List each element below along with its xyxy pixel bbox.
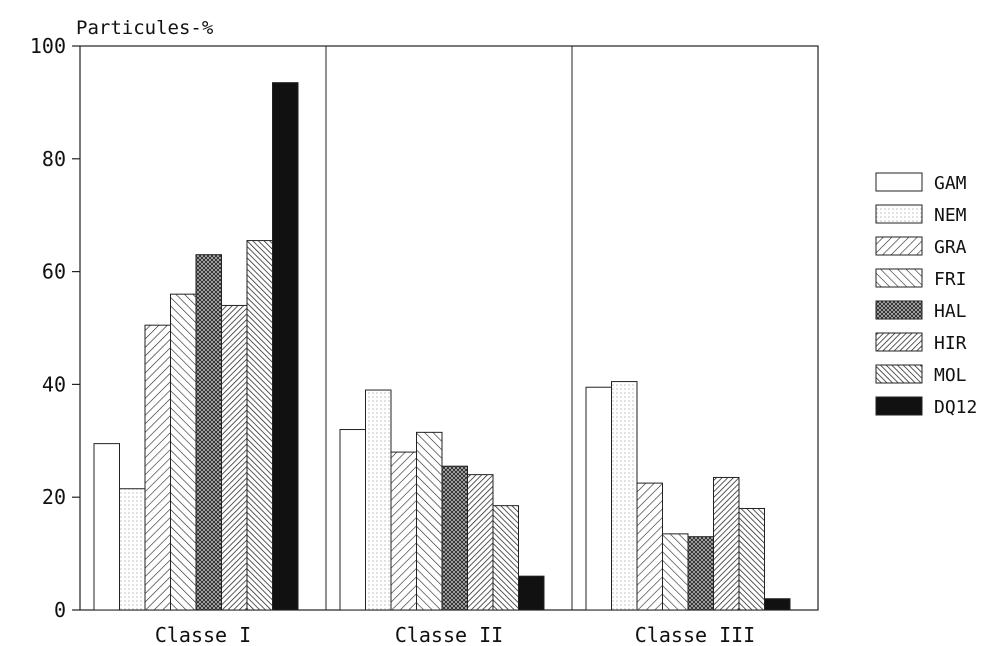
legend-label: NEM (934, 205, 967, 226)
bar-hal-1 (195, 254, 222, 611)
legend-swatch-fri (875, 268, 923, 288)
x-tick-label: Classe III (635, 623, 755, 646)
bar-dq12-2 (518, 575, 545, 611)
bar-gam-1 (93, 443, 120, 611)
bar-gra-2 (390, 451, 417, 611)
bar-mol-3 (738, 507, 765, 611)
bar-hir-1 (221, 304, 248, 611)
bar-hal-3 (687, 536, 714, 611)
y-tick-label: 100 (30, 34, 66, 58)
y-tick-label: 20 (42, 485, 66, 509)
legend-label: FRI (934, 269, 967, 290)
x-tick-label: Classe II (395, 623, 503, 646)
y-axis-label: Particules-% (76, 17, 214, 39)
legend-label: HAL (934, 301, 967, 322)
x-tick-label: Classe I (155, 623, 251, 646)
y-tick-label: 40 (42, 372, 66, 396)
legend-label: GRA (934, 237, 967, 258)
class-separators (325, 46, 573, 610)
legend-swatch-hal (875, 300, 923, 320)
legend-swatch-mol (875, 364, 923, 384)
bar-fri-3 (662, 533, 689, 611)
bar-gam-3 (585, 386, 612, 611)
legend-swatch-nem (875, 204, 923, 224)
y-tick-label: 80 (42, 147, 66, 171)
bar-dq12-1 (272, 82, 299, 611)
bar-fri-2 (416, 431, 443, 611)
legend-swatch-hir (875, 332, 923, 352)
bar-nem-3 (611, 381, 638, 611)
y-tick-label: 0 (54, 598, 66, 622)
bar-gra-1 (144, 324, 171, 611)
bar-gra-3 (636, 482, 663, 611)
bar-dq12-3 (764, 598, 791, 611)
bar-nem-1 (119, 488, 146, 611)
bar-fri-1 (170, 293, 197, 611)
bar-hir-2 (467, 474, 494, 611)
legend-label: DQ12 (934, 397, 977, 418)
legend: GAM NEM GRA FRI HAL HIR MOL DQ12 (875, 172, 977, 418)
y-tick-label: 60 (42, 260, 66, 284)
legend-swatch-dq12 (875, 396, 923, 416)
y-axis: 0 20 40 60 80 100 (30, 34, 80, 622)
bar-hir-3 (713, 476, 740, 611)
x-axis: Classe I Classe II Classe III (155, 623, 755, 646)
bar-gam-2 (339, 429, 366, 611)
bar-mol-1 (246, 240, 273, 611)
legend-label: MOL (934, 365, 967, 386)
bar-hal-2 (441, 465, 468, 611)
bar-nem-2 (365, 389, 392, 611)
legend-label: GAM (934, 173, 967, 194)
bars (93, 82, 791, 611)
legend-swatch-gam (875, 172, 923, 192)
bar-mol-2 (492, 505, 519, 611)
legend-swatch-gra (875, 236, 923, 256)
legend-label: HIR (934, 333, 967, 354)
